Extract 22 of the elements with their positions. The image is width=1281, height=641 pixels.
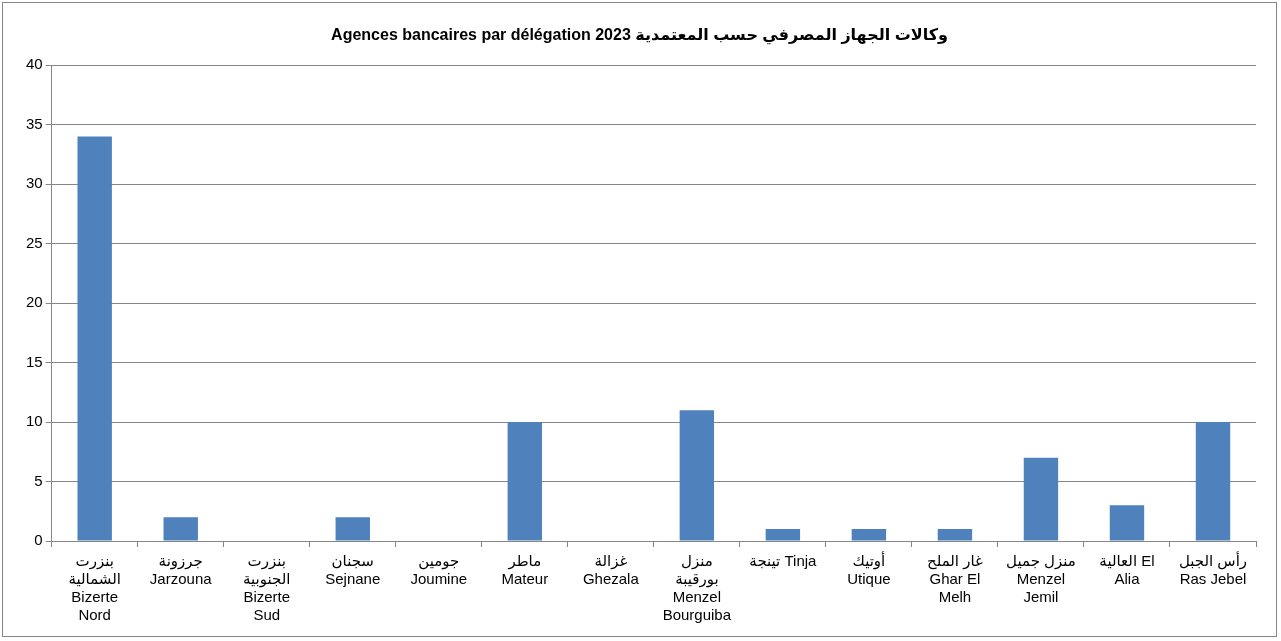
bar [163, 517, 198, 541]
bar [1195, 422, 1231, 541]
y-tick-label: 25 [26, 233, 43, 251]
bar [1023, 457, 1059, 541]
y-tick-label: 20 [26, 293, 43, 311]
y-tick-label: 40 [26, 55, 43, 73]
y-tick-label: 0 [34, 531, 43, 549]
bar [1109, 505, 1145, 541]
x-tick-label: تينجة Tinja [749, 552, 818, 570]
bar [77, 136, 112, 541]
bar [851, 529, 887, 541]
y-tick-label: 10 [26, 412, 43, 430]
bar [679, 410, 715, 541]
y-tick-label: 15 [26, 352, 43, 370]
y-tick-label: 5 [34, 471, 43, 489]
bar [937, 529, 973, 541]
chart-title: Agences bancaires par délégation 2023 وكالات الجهاز المصرفي حسب المعتمدية [331, 26, 948, 46]
bar [765, 529, 801, 541]
y-tick-label: 35 [26, 114, 43, 132]
y-tick-label: 30 [26, 174, 43, 192]
bar [507, 422, 543, 541]
bar [335, 517, 370, 541]
